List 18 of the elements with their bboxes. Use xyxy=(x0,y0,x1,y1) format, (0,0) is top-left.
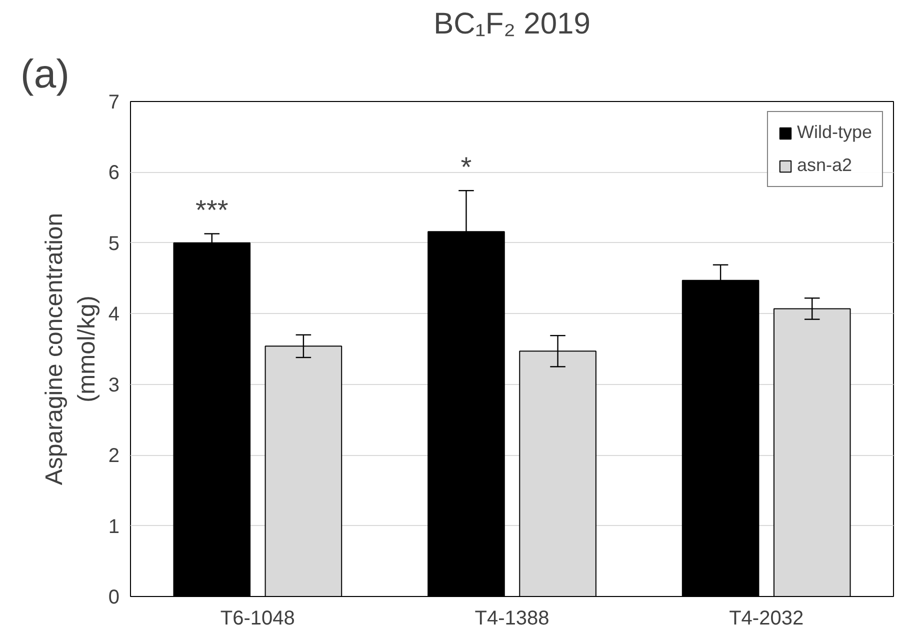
y-tick-label: 0 xyxy=(108,586,120,608)
y-tick-label: 3 xyxy=(108,374,120,396)
annotation: *** xyxy=(196,194,228,226)
x-tick-label: T4-2032 xyxy=(729,608,804,630)
y-tick-label: 5 xyxy=(108,232,120,255)
chart-title: BC₁F₂ 2019 xyxy=(434,8,590,40)
x-tick-label: T4-1388 xyxy=(474,608,550,630)
y-tick-label: 4 xyxy=(108,304,120,326)
text: (a) xyxy=(20,52,70,96)
y-tick-label: 2 xyxy=(108,445,120,468)
annotation: * xyxy=(460,152,472,183)
x-tick-label: T6-1048 xyxy=(220,608,295,630)
y-axis-title: Asparagine concentration (mmol/kg) xyxy=(40,212,100,486)
y-tick-label: 7 xyxy=(108,92,120,114)
legend-label: asn-a2 xyxy=(796,155,852,176)
y-tick-label: 1 xyxy=(108,516,120,538)
legend-label: Wild-type xyxy=(796,122,872,143)
y-tick-label: 6 xyxy=(108,162,120,184)
